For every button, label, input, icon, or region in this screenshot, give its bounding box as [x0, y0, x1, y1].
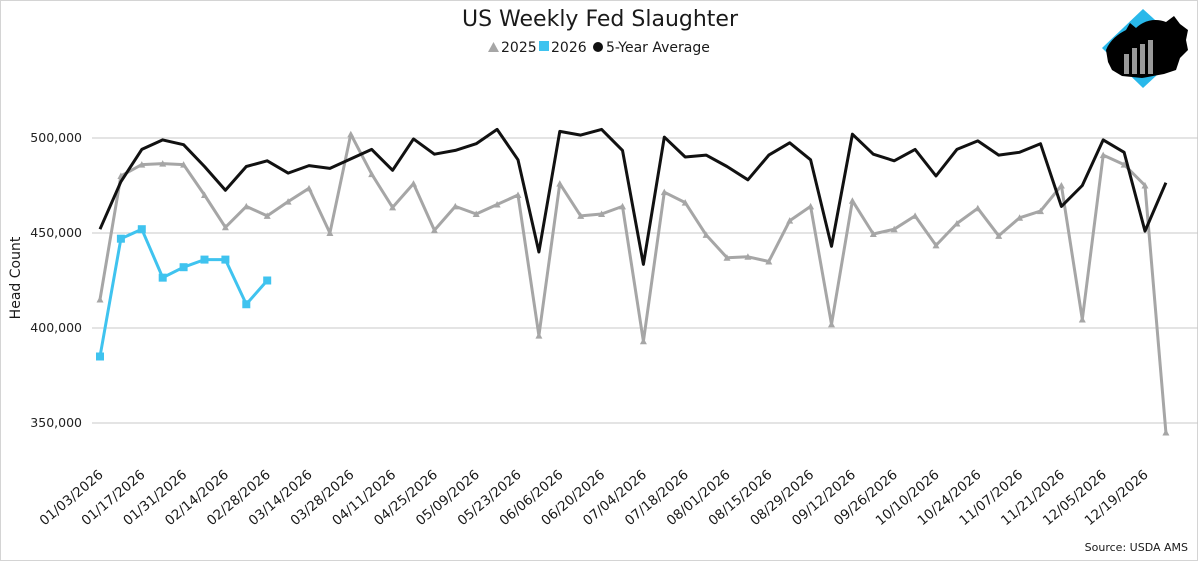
legend-marker-2026 — [539, 41, 549, 51]
data-point-2025 — [1057, 182, 1065, 189]
logo-bar — [1148, 40, 1153, 74]
data-point-2025 — [1037, 207, 1044, 215]
data-point-2025 — [430, 226, 438, 234]
y-tick-label: 400,000 — [30, 320, 82, 335]
logo-bar — [1124, 54, 1129, 74]
legend-label-2025: 2025 — [501, 40, 537, 56]
data-point-2025 — [180, 161, 188, 168]
series-line-5-year-average — [98, 127, 1168, 266]
data-point-2025 — [577, 212, 585, 219]
legend-label-5yr: 5-Year Average — [606, 40, 710, 56]
y-axis-label: Head Count — [8, 236, 24, 319]
data-point-2025 — [96, 296, 104, 303]
data-point-2025 — [221, 223, 229, 231]
data-point-2025 — [389, 203, 397, 211]
data-point-2025 — [848, 197, 856, 204]
data-point-2025 — [305, 184, 313, 192]
y-tick-label: 450,000 — [30, 225, 82, 240]
data-point-2026 — [116, 234, 125, 243]
data-point-2025 — [493, 201, 501, 208]
data-point-2025 — [1162, 429, 1170, 436]
data-point-2026 — [200, 255, 209, 264]
data-point-2026 — [221, 255, 230, 264]
data-point-2025 — [159, 160, 167, 167]
data-point-2025 — [1099, 151, 1107, 159]
data-point-2025 — [911, 212, 919, 219]
legend-marker-5yr — [593, 42, 603, 52]
data-point-2025 — [723, 254, 731, 261]
data-point-2025 — [828, 320, 835, 328]
data-point-2025 — [1016, 214, 1024, 221]
data-point-2025 — [410, 180, 417, 187]
series-line-2026 — [98, 227, 269, 357]
data-point-2025 — [598, 210, 606, 217]
data-point-2025 — [619, 202, 626, 210]
legend-label-2026: 2026 — [551, 40, 587, 56]
data-point-2025 — [807, 202, 815, 210]
data-point-2025 — [368, 170, 376, 178]
data-point-2025 — [556, 180, 564, 187]
data-point-2026 — [96, 352, 104, 361]
source-note: Source: USDA AMS — [1085, 541, 1188, 554]
series-layer — [96, 127, 1170, 436]
series-line-2025 — [98, 132, 1168, 433]
data-point-2025 — [995, 232, 1003, 239]
x-tick-labels: 01/03/202601/17/202601/31/202602/14/2026… — [37, 467, 1152, 529]
data-point-2025 — [514, 191, 522, 198]
data-point-2026 — [158, 273, 167, 282]
data-point-2025 — [1120, 161, 1128, 168]
data-point-2025 — [284, 198, 292, 205]
data-point-2025 — [1078, 315, 1086, 323]
logo-bar — [1140, 44, 1145, 74]
logo-cattle-head — [1106, 16, 1188, 78]
logo-bar — [1132, 48, 1137, 74]
data-point-2025 — [472, 210, 480, 217]
gridlines — [92, 137, 1198, 424]
data-point-2025 — [974, 204, 982, 212]
y-tick-label: 500,000 — [30, 130, 82, 145]
data-point-2026 — [137, 225, 146, 234]
data-point-2025 — [681, 199, 689, 206]
data-point-2026 — [242, 300, 251, 309]
legend-marker-2025 — [488, 42, 499, 52]
data-point-2026 — [179, 263, 188, 272]
data-point-2025 — [242, 202, 250, 210]
chart-title: US Weekly Fed Slaughter — [462, 7, 739, 32]
data-point-2025 — [451, 202, 459, 210]
data-point-2025 — [660, 188, 668, 196]
data-point-2026 — [263, 276, 272, 285]
data-point-2025 — [535, 332, 543, 339]
data-point-2025 — [347, 130, 355, 138]
cattle-silhouette-logo — [1102, 9, 1188, 88]
data-point-2025 — [786, 217, 794, 224]
data-point-2025 — [765, 258, 773, 265]
data-point-2025 — [263, 212, 271, 219]
data-point-2025 — [1141, 182, 1149, 189]
data-point-2025 — [639, 337, 647, 345]
data-point-2025 — [890, 225, 898, 233]
data-point-2025 — [869, 230, 877, 237]
data-point-2025 — [932, 241, 940, 249]
legend: 2025 2026 5-Year Average — [488, 40, 710, 56]
data-point-2025 — [702, 231, 710, 238]
y-tick-label: 350,000 — [30, 415, 82, 430]
data-point-2025 — [138, 161, 146, 168]
data-point-2025 — [201, 191, 208, 198]
data-point-2025 — [326, 229, 334, 236]
data-point-2025 — [953, 220, 961, 227]
y-tick-labels: 350,000 400,000 450,000 500,000 — [30, 130, 82, 430]
data-point-2025 — [744, 253, 752, 260]
